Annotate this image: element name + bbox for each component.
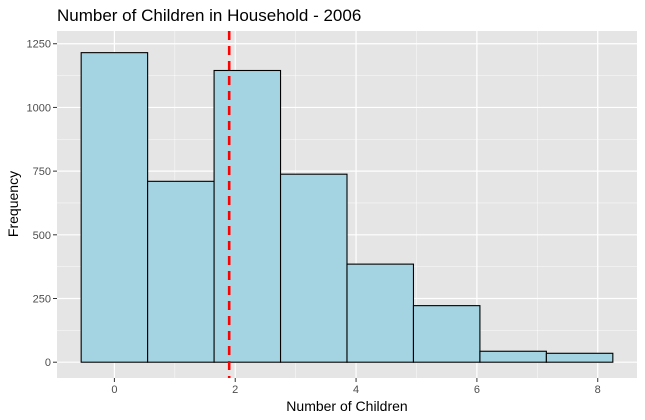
- histogram-bar: [279, 173, 348, 363]
- histogram-bar: [213, 69, 282, 363]
- histogram-bar: [479, 350, 547, 363]
- histogram-bar: [545, 352, 614, 363]
- histogram-bar: [412, 305, 481, 363]
- y-tick-label: 0: [45, 357, 51, 369]
- chart-title: Number of Children in Household - 2006: [57, 6, 361, 25]
- x-axis-ticks: 0 2 4 6 8: [111, 378, 601, 396]
- histogram-bar: [147, 180, 215, 363]
- x-tick-label: 4: [353, 384, 359, 396]
- histogram-bar: [346, 263, 415, 363]
- y-axis-ticks: 0 250 500 750 1000 1250: [27, 39, 57, 369]
- y-tick-label: 250: [33, 294, 51, 306]
- x-tick-label: 2: [232, 384, 238, 396]
- x-tick-label: 8: [595, 384, 601, 396]
- y-tick-label: 1250: [27, 39, 51, 51]
- y-tick-label: 1000: [27, 102, 51, 114]
- x-axis-title: Number of Children: [286, 398, 407, 414]
- histogram-bar: [80, 52, 149, 363]
- y-tick-label: 750: [33, 166, 51, 178]
- histogram-bars: [80, 52, 614, 363]
- y-axis-title: Frequency: [5, 171, 21, 237]
- x-tick-label: 0: [111, 384, 117, 396]
- y-tick-label: 500: [33, 230, 51, 242]
- x-tick-label: 6: [474, 384, 480, 396]
